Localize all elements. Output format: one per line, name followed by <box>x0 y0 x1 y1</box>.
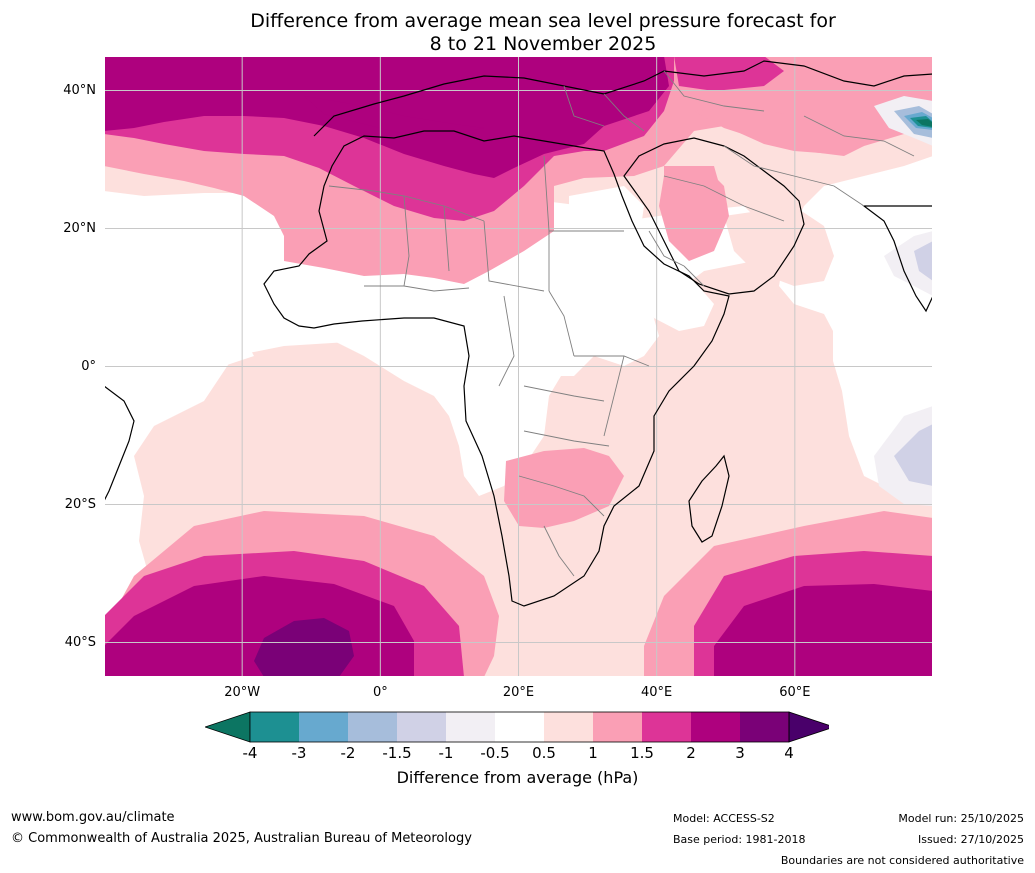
map-gridlines <box>104 56 933 677</box>
europe-coastline <box>313 60 933 137</box>
colorbar-tick-6: 0.5 <box>532 744 556 762</box>
lon-label-2: 20°E <box>502 685 535 700</box>
colorbar-segment-2 <box>348 712 397 742</box>
chart-title-line-2: 8 to 21 November 2025 <box>429 33 657 55</box>
colorbar-segment-4 <box>446 712 495 742</box>
madagascar-coastline <box>688 454 730 543</box>
colorbar-tick-4: -1 <box>438 744 454 762</box>
colorbar <box>205 711 829 743</box>
south-america-coastline <box>104 385 135 502</box>
colorbar-tick-5: -0.5 <box>480 744 510 762</box>
colorbar-tick-0: -4 <box>242 744 258 762</box>
arabia-coastline <box>623 137 805 295</box>
lon-label-4: 60°E <box>779 685 811 700</box>
colorbar-tick-9: 2 <box>686 744 696 762</box>
colorbar-tick-1: -3 <box>291 744 307 762</box>
footer-disclaimer: Boundaries are not considered authoritat… <box>780 854 1024 867</box>
colorbar-segment-8 <box>642 712 691 742</box>
colorbar-tick-10: 3 <box>735 744 745 762</box>
colorbar-segment-9 <box>691 712 740 742</box>
footer-website: www.bom.gov.au/climate <box>11 810 175 825</box>
colorbar-tick-2: -2 <box>340 744 356 762</box>
anomaly-negative-regions <box>874 96 933 506</box>
anomaly-neutral-regions <box>199 186 714 496</box>
colorbar-segment-10 <box>740 712 789 742</box>
lon-label-3: 40°E <box>641 685 673 700</box>
colorbar-segment-0 <box>250 712 299 742</box>
colorbar-outline <box>249 711 790 743</box>
india-coastline <box>862 205 933 313</box>
map-frame <box>104 56 933 677</box>
lat-label-2: 0° <box>81 358 96 374</box>
colorbar-tick-7: 1 <box>588 744 598 762</box>
lat-label-1: 20°N <box>63 220 96 236</box>
lat-label-3: 20°S <box>64 496 96 512</box>
coastlines <box>104 60 933 607</box>
colorbar-segment-3 <box>397 712 446 742</box>
lon-label-0: 20°W <box>224 685 261 700</box>
footer-model: Model: ACCESS-S2 <box>673 812 775 825</box>
country-borders <box>328 70 915 577</box>
chart-title-line-1: Difference from average mean sea level p… <box>250 10 836 32</box>
lat-label-0: 40°N <box>63 82 96 98</box>
footer-issued: Issued: 27/10/2025 <box>917 833 1024 846</box>
colorbar-segment-6 <box>544 712 593 742</box>
colorbar-segment-5 <box>495 712 544 742</box>
pressure-anomaly-map <box>104 56 933 677</box>
lat-label-4: 40°S <box>64 634 96 650</box>
colorbar-segment-1 <box>299 712 348 742</box>
colorbar-label: Difference from average (hPa) <box>396 768 639 787</box>
colorbar-tick-11: 4 <box>784 744 794 762</box>
africa-coastline <box>263 130 730 607</box>
colorbar-tick-3: -1.5 <box>382 744 412 762</box>
colorbar-extend-high <box>788 711 829 743</box>
anomaly-3-to-4-regions <box>254 618 354 677</box>
footer-copyright: © Commonwealth of Australia 2025, Austra… <box>11 831 472 846</box>
footer-base-period: Base period: 1981-2018 <box>673 833 806 846</box>
colorbar-segment-7 <box>593 712 642 742</box>
colorbar-extend-low <box>205 711 251 743</box>
footer-model-run: Model run: 25/10/2025 <box>898 812 1024 825</box>
colorbar-tick-8: 1.5 <box>630 744 654 762</box>
lon-label-1: 0° <box>372 685 388 700</box>
anomaly-2-to-3-regions <box>104 56 933 677</box>
